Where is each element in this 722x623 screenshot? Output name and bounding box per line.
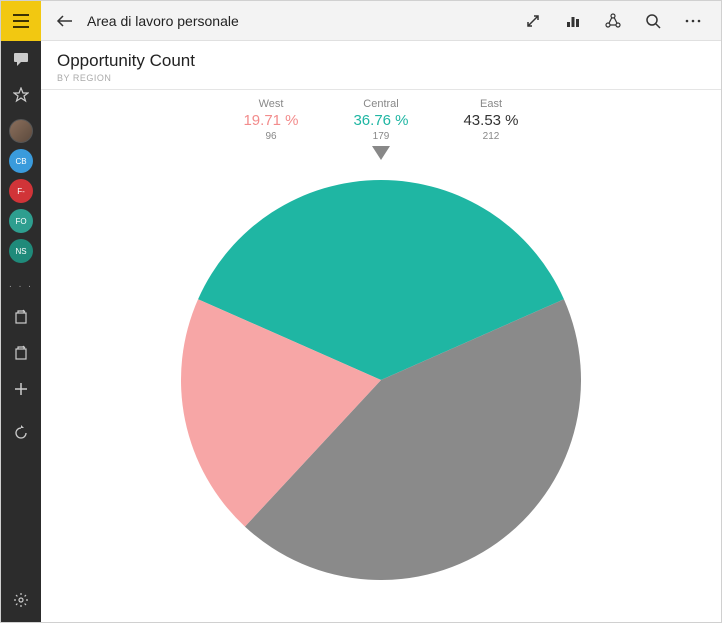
legend-count: 179: [346, 131, 416, 142]
avatar[interactable]: NS: [9, 239, 33, 263]
avatar[interactable]: [9, 119, 33, 143]
chart-title: Opportunity Count: [57, 51, 705, 71]
comment-icon[interactable]: [1, 41, 41, 77]
back-button[interactable]: [49, 5, 81, 37]
refresh-icon[interactable]: [1, 415, 41, 451]
barchart-icon[interactable]: [553, 1, 593, 41]
add-icon[interactable]: [1, 371, 41, 407]
avatar-list: CB F- FO NS: [9, 113, 33, 269]
content-header: Opportunity Count BY REGION: [41, 41, 721, 90]
legend-indicator-slot: [346, 146, 416, 162]
settings-icon[interactable]: [1, 582, 41, 618]
legend-item[interactable]: Central 36.76 % 179: [346, 98, 416, 142]
share-icon[interactable]: [593, 1, 633, 41]
legend-count: 96: [236, 131, 306, 142]
avatar[interactable]: CB: [9, 149, 33, 173]
legend-item[interactable]: West 19.71 % 96: [236, 98, 306, 142]
legend-percent: 43.53 %: [456, 112, 526, 129]
legend-row: West 19.71 % 96 Central 36.76 % 179 East 43.53 …: [236, 98, 526, 142]
app-icon-2[interactable]: [1, 335, 41, 371]
chart-subtitle: BY REGION: [57, 73, 705, 83]
app-icon-1[interactable]: [1, 299, 41, 335]
chart-area: West 19.71 % 96 Central 36.76 % 179 East 43.53 …: [41, 90, 721, 622]
favorite-icon[interactable]: [1, 77, 41, 113]
search-icon[interactable]: [633, 1, 673, 41]
legend-item[interactable]: East 43.53 % 212: [456, 98, 526, 142]
legend-percent: 19.71 %: [236, 112, 306, 129]
legend-label: Central: [346, 98, 416, 110]
workspace-title: Area di lavoro personale: [87, 13, 239, 29]
legend-count: 212: [456, 131, 526, 142]
sidebar: CB F- FO NS . . .: [1, 1, 41, 622]
indicator-row: [236, 146, 526, 162]
legend-label: West: [236, 98, 306, 110]
legend-indicator-slot: [456, 146, 526, 162]
legend-percent: 36.76 %: [346, 112, 416, 129]
expand-icon[interactable]: [513, 1, 553, 41]
sidebar-top: CB F- FO NS . . .: [1, 1, 41, 451]
main: Area di lavoro personale Opportunity Cou…: [41, 1, 721, 622]
hamburger-menu[interactable]: [1, 1, 41, 41]
avatar[interactable]: F-: [9, 179, 33, 203]
legend-label: East: [456, 98, 526, 110]
selected-indicator-icon: [372, 146, 390, 160]
sidebar-more[interactable]: . . .: [1, 269, 41, 299]
avatar[interactable]: FO: [9, 209, 33, 233]
topbar: Area di lavoro personale: [41, 1, 721, 41]
legend-indicator-slot: [236, 146, 306, 162]
pie-chart[interactable]: [181, 180, 581, 585]
more-icon[interactable]: [673, 1, 713, 41]
sidebar-bottom: [1, 582, 41, 622]
